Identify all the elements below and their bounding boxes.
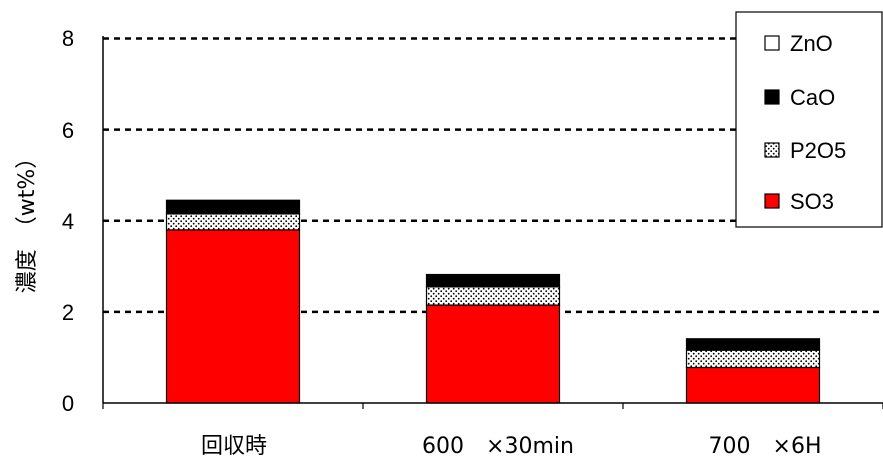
bar-segment-cao	[425, 273, 561, 288]
bar-segment-p2o5	[425, 286, 561, 306]
x-axis-category-labels: 回収時 600 ×30min 700 ×6H	[201, 434, 821, 459]
bar-segment-so3	[165, 229, 301, 404]
y-axis-tick-labels: 0 2 4 6 8	[62, 26, 74, 416]
bar-segment-p2o5	[165, 213, 301, 231]
y-tick-label: 6	[62, 118, 74, 143]
bar-segment-cao	[165, 199, 301, 215]
y-tick-label: 8	[62, 26, 74, 51]
y-tick-label: 0	[62, 391, 74, 416]
legend: ZnO CaO P2O5 SO3	[735, 11, 883, 228]
legend-label-zno: ZnO	[790, 31, 833, 56]
bar-segment-cao	[685, 338, 821, 351]
legend-box	[735, 11, 883, 228]
legend-swatch-so3	[764, 193, 780, 209]
y-tick-label: 2	[62, 300, 74, 325]
x-category-label: 回収時	[201, 434, 267, 459]
y-tick-label: 4	[62, 209, 74, 234]
bar-segment-so3	[685, 366, 821, 404]
legend-label-cao: CaO	[790, 85, 835, 110]
legend-label-p2o5: P2O5	[790, 138, 846, 163]
x-axis-ticks	[102, 403, 883, 409]
x-category-label: 700 ×6H	[709, 434, 822, 459]
bar-segment-so3	[425, 304, 561, 404]
bars	[165, 199, 821, 404]
legend-label-so3: SO3	[790, 189, 834, 214]
x-category-label: 600 ×30min	[422, 434, 574, 459]
legend-swatch-p2o5	[764, 142, 780, 158]
bar-segment-p2o5	[685, 349, 821, 369]
y-axis-label: 濃度 （wt%）	[15, 147, 40, 294]
legend-swatch-zno	[764, 35, 780, 51]
legend-swatch-cao	[764, 89, 780, 105]
